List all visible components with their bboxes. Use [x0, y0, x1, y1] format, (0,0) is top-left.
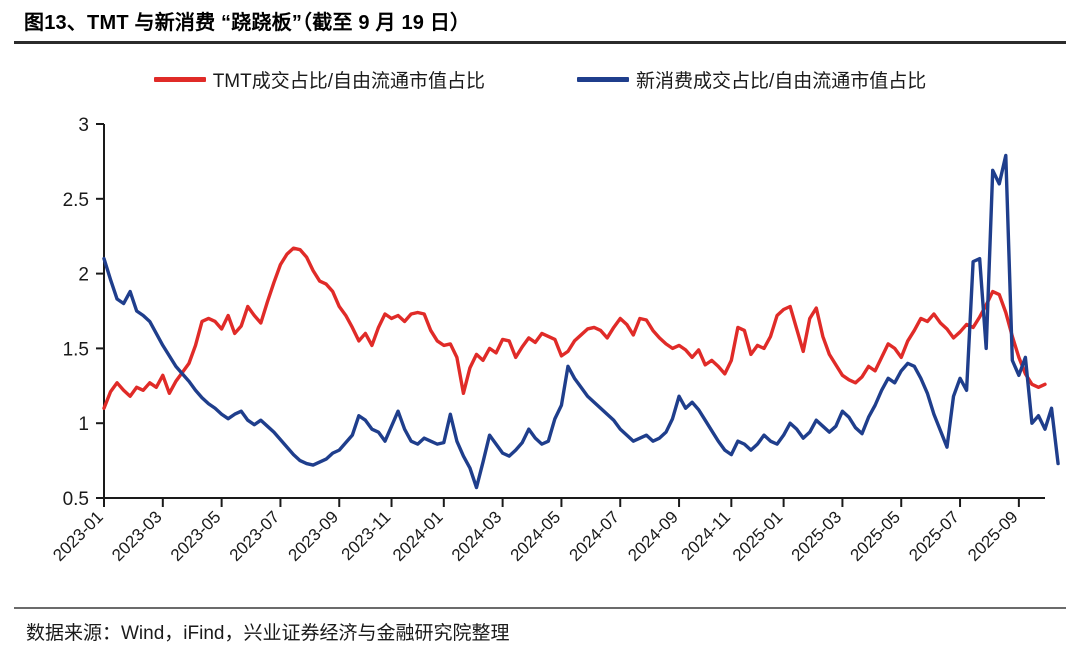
x-tick-label: 2024-09 — [624, 507, 682, 565]
y-tick-label: 1.5 — [63, 339, 89, 360]
x-tick-label: 2024-07 — [566, 507, 624, 565]
y-tick-label: 0.5 — [63, 489, 89, 510]
y-tick-label: 2 — [78, 265, 89, 286]
x-tick-label: 2025-01 — [729, 507, 787, 565]
legend-label-tmt: TMT成交占比/自由流通市值占比 — [212, 71, 486, 92]
series-line-new-consumer — [102, 153, 1060, 490]
legend-label-new-consumer: 新消费成交占比/自由流通市值占比 — [636, 71, 927, 92]
x-tick-label: 2023-11 — [338, 507, 395, 564]
x-tick-label: 2023-01 — [49, 507, 107, 565]
x-tick-label: 2025-09 — [964, 507, 1022, 565]
x-tick-label: 2024-01 — [389, 507, 447, 565]
x-tick-label: 2024-03 — [448, 507, 506, 565]
legend-item-new-consumer: 新消费成交占比/自由流通市值占比 — [577, 66, 926, 93]
x-tick-label: 2023-03 — [108, 507, 166, 565]
legend-item-tmt: TMT成交占比/自由流通市值占比 — [153, 66, 486, 93]
x-tick-label: 2023-09 — [285, 507, 343, 565]
figure-title: 图13、TMT 与新消费 “跷跷板”（截至 9 月 19 日） — [24, 12, 471, 34]
x-tick-label: 2024-11 — [677, 507, 734, 564]
chart-legend: TMT成交占比/自由流通市值占比 新消费成交占比/自由流通市值占比 — [0, 66, 1080, 93]
source-note: 数据来源：Wind，iFind，兴业证券经济与金融研究院整理 — [26, 623, 510, 644]
x-tick-label: 2025-07 — [905, 507, 963, 565]
x-tick-label: 2023-05 — [167, 507, 225, 565]
y-tick-label: 3 — [78, 115, 89, 136]
x-tick-label: 2023-07 — [226, 507, 284, 565]
y-tick-label: 2.5 — [63, 190, 89, 211]
legend-swatch-new-consumer-icon — [577, 77, 630, 82]
x-tick-label: 2024-05 — [507, 507, 565, 565]
series-line-tmt — [102, 246, 1047, 410]
x-tick-label: 2025-05 — [847, 507, 905, 565]
plot-area: 3 2.5 2 1.5 1 0.5 2023-01 2023-03 2023-05 2023-07… — [0, 100, 1080, 600]
legend-swatch-tmt-icon — [153, 77, 206, 82]
x-tick-label: 2025-03 — [788, 507, 846, 565]
source-divider — [14, 607, 1066, 609]
title-divider-top — [14, 41, 1066, 44]
y-tick-label: 1 — [78, 414, 89, 435]
